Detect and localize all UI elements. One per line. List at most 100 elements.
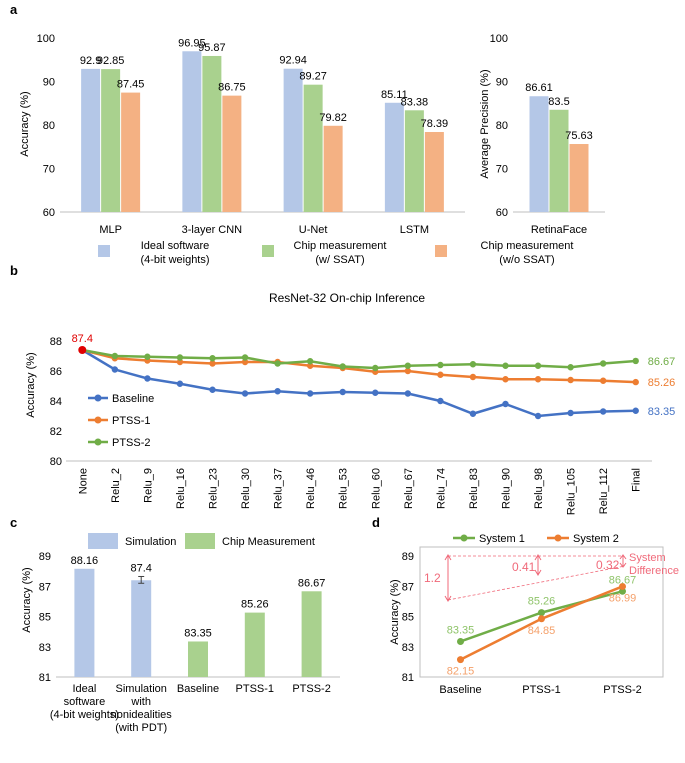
bar-value-label: 75.63 (565, 130, 593, 142)
bar-value-label: 86.61 (525, 82, 553, 94)
data-point (339, 388, 346, 396)
bar (303, 84, 323, 212)
category-label: Relu_16 (175, 468, 187, 509)
data-point (538, 615, 545, 623)
category-label: Relu_2 (110, 468, 122, 503)
category-label: U-Net (299, 224, 328, 236)
legend-ideal-line2: (4-bit weights) (140, 254, 209, 266)
b-legend-baseline-marker (94, 394, 102, 402)
data-point (209, 386, 216, 393)
legend-wssat-line2: (w/ SSAT) (315, 254, 364, 266)
panel-b-chart: ResNet-32 On-chip Inference Accuracy (%)… (25, 291, 675, 515)
point-value-label: 83.35 (447, 624, 475, 636)
data-point (619, 582, 626, 590)
y-tick-label: 87 (39, 581, 51, 593)
start-point (78, 346, 87, 354)
legend-swatch-wssat (262, 245, 274, 257)
category-label: PTSS-1 (236, 683, 275, 695)
data-point (567, 364, 574, 371)
bar (202, 55, 222, 212)
legend-swatch-wossat (435, 245, 447, 257)
d-diff-arrowheads-3 (619, 554, 627, 568)
y-tick-label: 90 (496, 77, 508, 89)
start-value-label: 87.4 (72, 333, 93, 345)
bar-value-label: 89.27 (299, 71, 327, 83)
y-tick-label: 80 (496, 120, 508, 132)
legend-wssat-line1: Chip measurement (294, 240, 387, 252)
category-label: Relu_46 (305, 468, 317, 509)
data-point (632, 357, 639, 365)
data-point (306, 390, 314, 397)
category-label: (4-bit weights) (50, 709, 119, 721)
category-label: Baseline (177, 683, 219, 695)
data-point (306, 358, 314, 365)
b-legend-ptss1-marker (94, 416, 102, 424)
bar-value-label: 85.11 (381, 89, 408, 101)
panel-c-chart: Accuracy (%) 81 83 85 87 89 88.16 87.4 83.35 85… (21, 533, 340, 734)
category-label: LSTM (400, 224, 429, 236)
bar-value-label: 87.4 (130, 562, 151, 574)
data-point (534, 362, 542, 369)
bar (182, 51, 202, 212)
y-tick-label: 70 (496, 164, 508, 176)
point-value-label: 86.67 (609, 574, 637, 586)
panel-label-d: d (372, 515, 380, 530)
bar-value-label: 92.85 (97, 55, 125, 67)
bar (384, 102, 404, 212)
bar (101, 69, 121, 212)
panel-label-b: b (10, 263, 18, 278)
bar-value-label: 79.82 (319, 112, 347, 124)
bar-value-label: 92.94 (279, 55, 307, 67)
y-tick-label: 81 (39, 672, 51, 684)
category-label: nonidealities (111, 709, 173, 721)
bar-value-label: 83.35 (184, 627, 212, 639)
b-legend-baseline: Baseline (112, 393, 154, 405)
category-label: Relu_105 (566, 468, 578, 515)
point-value-label: 84.85 (528, 625, 556, 637)
data-point (469, 361, 477, 368)
bar-value-label: 85.26 (241, 599, 269, 611)
category-label: 3-layer CNN (182, 224, 243, 236)
d-ylabel: Accuracy (%) (389, 579, 401, 644)
data-point (567, 409, 574, 417)
panel-a-main-chart: Accuracy (%) 60 70 80 90 100 92.992.85 87.45 9… (19, 33, 465, 236)
category-label: (with PDT) (115, 722, 167, 734)
bar (569, 144, 589, 212)
data-point (404, 390, 412, 397)
bar-value-label: 88.16 (71, 555, 99, 567)
data-point (144, 375, 151, 382)
bar (121, 92, 141, 212)
b-legend-ptss1: PTSS-1 (112, 415, 151, 427)
category-label: Relu_67 (403, 468, 415, 509)
bar-value-label: 96.95 (178, 37, 206, 49)
data-point (176, 358, 184, 366)
data-point (632, 378, 639, 386)
y-tick-label: 83 (402, 642, 414, 654)
category-label: Relu_30 (240, 468, 252, 509)
c-legend-simulation: Simulation (125, 536, 176, 548)
data-point (437, 397, 444, 405)
bar (131, 580, 152, 677)
category-label: Relu_53 (338, 468, 350, 509)
y-tick-label: 87 (402, 581, 414, 593)
data-point (274, 360, 281, 367)
data-point (339, 363, 346, 370)
y-tick-label: 86 (50, 366, 62, 378)
panel-label-c: c (10, 515, 17, 530)
data-point (144, 353, 151, 360)
data-point (372, 389, 379, 396)
d-diff-arrowheads-2 (534, 554, 542, 576)
data-point (534, 412, 542, 420)
category-label: Relu_90 (501, 468, 513, 509)
bar-value-label: 83.38 (401, 96, 429, 108)
data-point (176, 354, 184, 361)
point-value-label: 82.15 (447, 666, 475, 678)
data-point (502, 362, 509, 369)
d-difference-annotation: 1.2 0.41 0.32 System Difference (424, 552, 679, 602)
data-point (241, 390, 249, 397)
y-tick-label: 83 (39, 642, 51, 654)
b-legend: Baseline PTSS-1 PTSS-2 (88, 393, 154, 449)
category-label: with (130, 696, 151, 708)
b-legend-ptss2-marker (94, 438, 102, 446)
series-line (81, 348, 636, 418)
